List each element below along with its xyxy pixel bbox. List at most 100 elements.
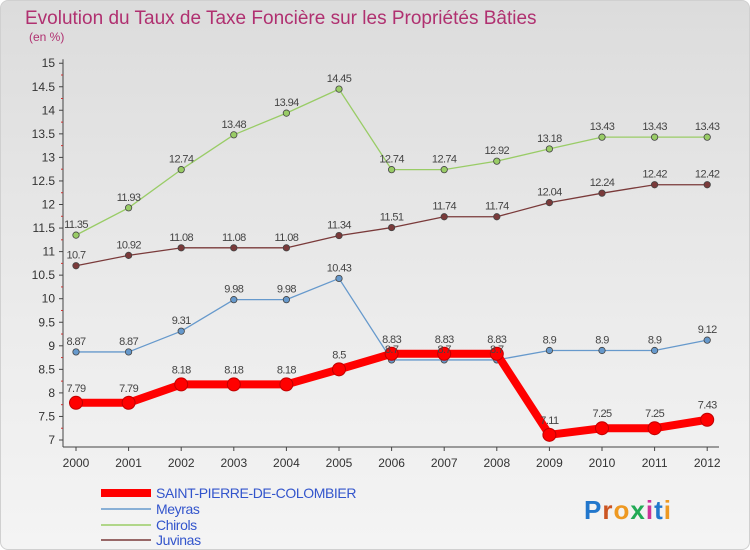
data-point [489,346,504,361]
data-point [230,131,238,139]
data-point [598,133,606,141]
data-label: 8.9 [543,335,557,347]
data-point [598,346,606,355]
legend-label: SAINT-PIERRE-DE-COLOMBIER [156,485,356,501]
x-tick-label: 2005 [326,456,353,470]
data-point [598,189,606,197]
data-label: 11.93 [117,192,141,204]
data-label: 7.11 [540,415,559,427]
legend-label: Chirols [156,517,197,533]
data-point [174,377,189,392]
data-point [125,251,133,259]
x-tick-label: 2002 [168,456,195,470]
data-label: 10.7 [66,250,85,262]
data-label: 13.18 [537,133,562,145]
data-label: 10.43 [327,262,352,274]
data-label: 13.43 [642,121,667,133]
data-point [72,262,80,270]
x-tick-label: 2012 [694,456,721,470]
data-label: 9.98 [277,284,296,296]
y-tick-label: 10 [42,292,56,306]
data-point [177,244,185,252]
data-label: 7.79 [66,383,85,395]
data-point [282,296,290,304]
data-label: 13.43 [590,121,615,133]
data-point [703,181,711,189]
data-label: 9.98 [224,284,243,296]
data-point [440,166,448,174]
x-tick-label: 2009 [536,456,563,470]
y-tick-label: 10.5 [32,268,56,282]
data-label: 8.83 [382,334,401,346]
data-label: 8.83 [435,334,454,346]
data-point [650,181,659,189]
data-point [545,346,554,355]
data-point [335,85,343,93]
data-label: 12.92 [485,145,510,157]
y-tick-label: 9.5 [38,315,55,329]
data-point [650,133,659,141]
data-label: 8.18 [172,364,191,376]
x-tick-label: 2003 [220,456,247,470]
data-label: 11.74 [485,201,509,213]
data-label: 12.74 [169,154,194,166]
y-tick-label: 12.5 [32,174,56,188]
data-label: 8.7 [490,344,504,356]
data-point [493,157,501,165]
data-point [125,204,133,212]
y-tick-label: 12 [42,198,56,212]
data-point [177,327,185,335]
data-label: 8.9 [595,335,609,347]
data-point [335,231,343,240]
data-point [125,348,133,356]
data-label: 14.45 [327,73,352,85]
data-labels: 7.79 7.79 8.18 8.18 8.18 8.5 8.83 8.83 8.83 7.11 7… [64,73,720,427]
data-label: 9.31 [172,315,191,327]
y-tick-label: 8.5 [38,362,55,376]
y-tick-label: 13 [42,150,56,164]
y-tick-label: 8 [48,386,55,400]
data-point [177,166,185,174]
data-point [387,166,396,174]
data-point [335,274,343,283]
series-line [76,349,708,439]
data-label: 11.08 [169,232,193,244]
proxiti-logo: Proxiti [584,495,671,525]
x-tick-label: 2004 [273,456,300,470]
legend-label: Meyras [156,501,200,517]
data-label: 8.87 [119,336,138,348]
data-label: 7.25 [592,408,611,420]
x-tick-label: 2001 [115,456,142,470]
data-label: 7.43 [698,400,717,412]
data-point [650,346,659,355]
x-tick-label: 2000 [63,456,90,470]
data-label: 13.48 [222,119,247,131]
data-label: 8.18 [277,364,296,376]
data-label: 7.79 [119,383,138,395]
data-label: 12.42 [695,169,720,181]
axes: 7 7.5 8 8.5 9 9.5 10 10.5 11 11.5 12 12.5 13 13.5 14 14… [32,56,721,470]
data-point [545,199,554,207]
data-point [332,362,346,377]
data-point [69,395,83,410]
data-point [226,377,241,392]
data-point [647,421,662,436]
data-label: 11.74 [432,201,456,213]
data-point [72,348,80,356]
data-label: 12.74 [379,154,404,166]
y-tick-label: 13.5 [32,127,56,141]
data-label: 12.24 [590,177,615,189]
data-point [542,427,557,442]
data-point [230,244,238,252]
data-point [282,109,290,117]
data-point [700,412,715,427]
x-tick-label: 2011 [642,456,668,470]
chart-subtitle: (en %) [29,30,64,44]
x-tick-label: 2010 [589,456,616,470]
data-point [493,213,501,221]
data-point [384,346,399,361]
data-label: 8.7 [385,344,399,356]
y-tick-label: 14 [42,103,56,117]
